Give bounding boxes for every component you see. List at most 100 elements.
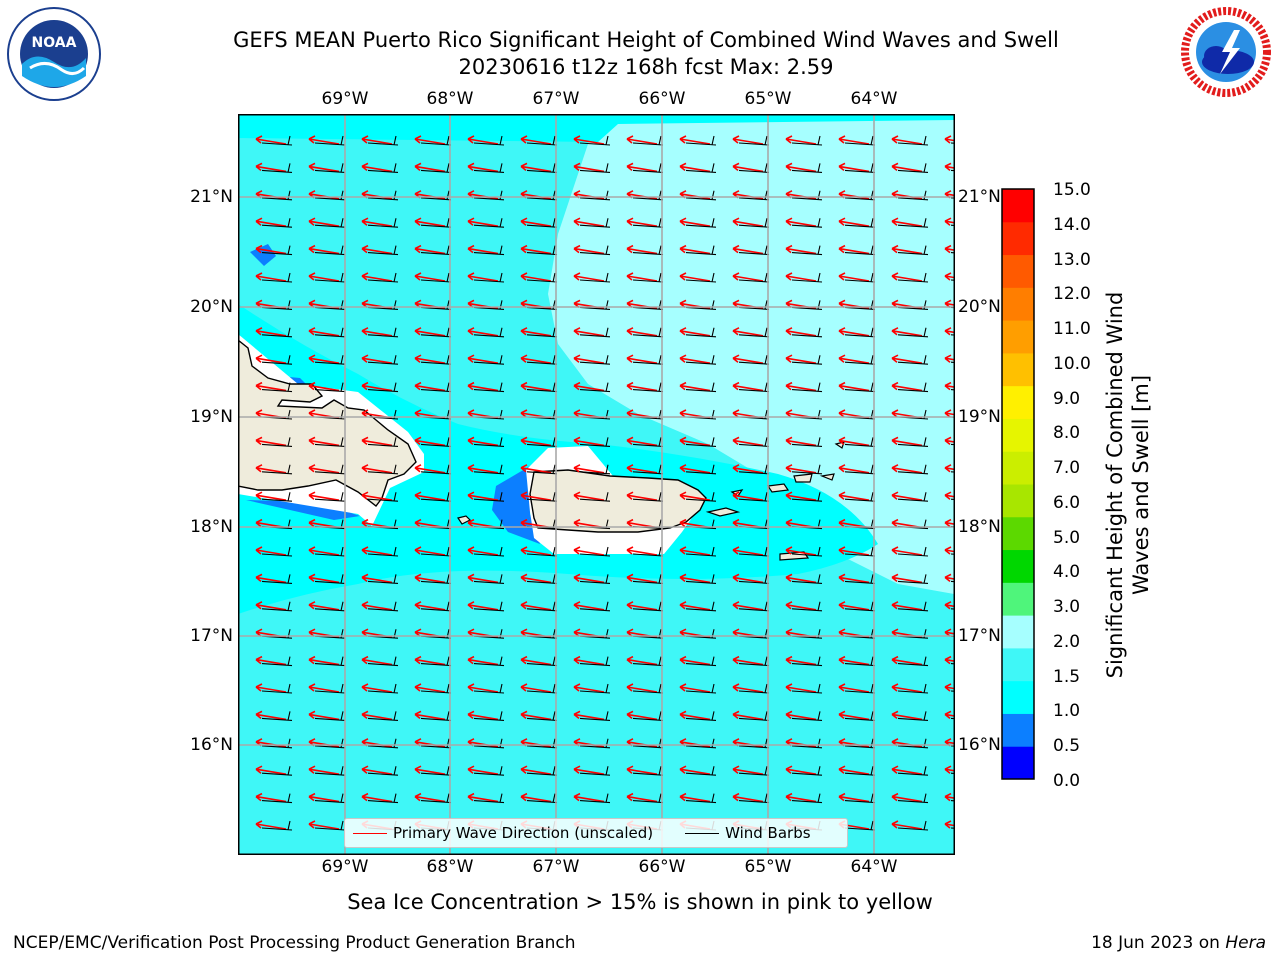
wave-direction-arrow [308, 162, 340, 173]
wind-barb [261, 437, 293, 447]
wave-direction-arrow [308, 244, 340, 255]
lon-tick-top: 67°W [532, 89, 580, 109]
wind-barb [420, 218, 452, 228]
wave-direction-arrow [785, 244, 817, 255]
wave-direction-arrow [944, 135, 954, 144]
wave-direction-arrow [679, 710, 711, 721]
wind-barb [685, 190, 717, 201]
wind-barb [314, 683, 346, 694]
wind-barb [261, 464, 293, 475]
wind-barb [420, 683, 452, 694]
wave-direction-arrow [467, 436, 499, 447]
lon-tick-top: 66°W [638, 89, 686, 109]
wind-barb [685, 738, 717, 749]
colorbar [1001, 188, 1035, 780]
wave-direction-arrow [838, 244, 870, 255]
wave-direction-arrow [467, 765, 499, 775]
wave-direction-arrow [520, 792, 552, 803]
wave-direction-arrow [626, 765, 658, 775]
wave-direction-arrow [361, 217, 393, 227]
wave-direction-arrow [785, 162, 817, 173]
lat-tick-left: 21°N [190, 187, 233, 207]
colorbar-bin [1002, 385, 1034, 419]
wave-direction-arrow [732, 546, 764, 556]
wave-direction-arrow [467, 792, 499, 803]
wave-direction-arrow [573, 683, 605, 693]
wind-barb [473, 190, 505, 201]
noaa-logo-icon: NOAA [7, 7, 101, 101]
wind-barb [632, 683, 664, 694]
colorbar-bin [1002, 647, 1034, 682]
wave-direction-arrow [361, 354, 393, 364]
wind-barb [632, 738, 664, 749]
wind-barb [844, 766, 876, 776]
wind-barb [526, 355, 558, 365]
wind-barb [526, 190, 558, 201]
lon-tick-bottom: 67°W [532, 857, 580, 877]
wind-barb [367, 272, 399, 283]
wave-direction-arrow [414, 491, 446, 501]
wind-barb [367, 190, 399, 201]
wind-barb [314, 820, 346, 831]
wave-direction-arrow [679, 464, 711, 474]
wave-direction-arrow [520, 272, 552, 282]
wave-direction-arrow [467, 655, 499, 666]
wave-direction-arrow [573, 710, 605, 721]
wind-barb [473, 327, 505, 338]
wind-barb [844, 683, 876, 694]
wave-direction-arrow [838, 491, 870, 501]
wave-direction-arrow [520, 710, 552, 721]
colorbar-tick-label: 11.0 [1053, 319, 1091, 340]
wave-direction-arrow [838, 272, 870, 282]
wave-direction-arrow [891, 436, 923, 447]
wave-direction-arrow [626, 244, 658, 255]
lon-tick-top: 65°W [744, 89, 792, 109]
colorbar-tick-label: 13.0 [1053, 249, 1091, 270]
wind-barb [420, 464, 452, 475]
wave-direction-arrow [785, 792, 817, 803]
wave-direction-arrow [573, 217, 605, 227]
wave-direction-arrow [255, 162, 287, 173]
colorbar-bin [1002, 287, 1034, 321]
wave-direction-arrow [255, 820, 287, 830]
wind-barb [791, 683, 823, 694]
wind-barb [314, 793, 346, 804]
wave-direction-arrow [785, 573, 817, 584]
wind-barb [897, 492, 929, 502]
lat-tick-right: 21°N [958, 187, 1001, 207]
wave-direction-arrow [626, 710, 658, 721]
wave-direction-arrow [255, 244, 287, 255]
wind-barb [738, 464, 770, 475]
wave-direction-arrow [255, 655, 287, 666]
wave-direction-arrow [732, 655, 764, 666]
wave-direction-arrow [467, 244, 499, 255]
wind-barb [791, 218, 823, 228]
wave-direction-arrow [626, 327, 658, 337]
wind-barb [314, 135, 346, 146]
wind-barb [314, 355, 346, 365]
wave-direction-arrow [891, 381, 923, 392]
wind-barb [791, 492, 823, 502]
wind-barb [791, 793, 823, 804]
wave-direction-arrow [361, 683, 393, 693]
wave-direction-arrow [467, 546, 499, 556]
wind-barb [579, 135, 611, 146]
lat-tick-right: 18°N [958, 517, 1001, 537]
wind-barb [526, 574, 558, 584]
wave-direction-arrow [308, 354, 340, 364]
wind-barb [367, 218, 399, 228]
wave-direction-arrow [785, 354, 817, 364]
wind-barb [261, 355, 293, 365]
wave-direction-arrow [255, 354, 287, 364]
wave-direction-arrow [891, 792, 923, 803]
wind-barb [791, 245, 823, 256]
wind-barb [579, 272, 611, 283]
footer-branch: NCEP/EMC/Verification Post Processing Pr… [13, 933, 576, 953]
wave-direction-arrow [520, 327, 552, 337]
wind-barb [261, 492, 293, 502]
wave-direction-arrow [626, 792, 658, 803]
wind-barb [579, 218, 611, 228]
wind-barb [367, 656, 399, 667]
wave-direction-arrow [414, 683, 446, 693]
wind-barb [632, 464, 664, 475]
